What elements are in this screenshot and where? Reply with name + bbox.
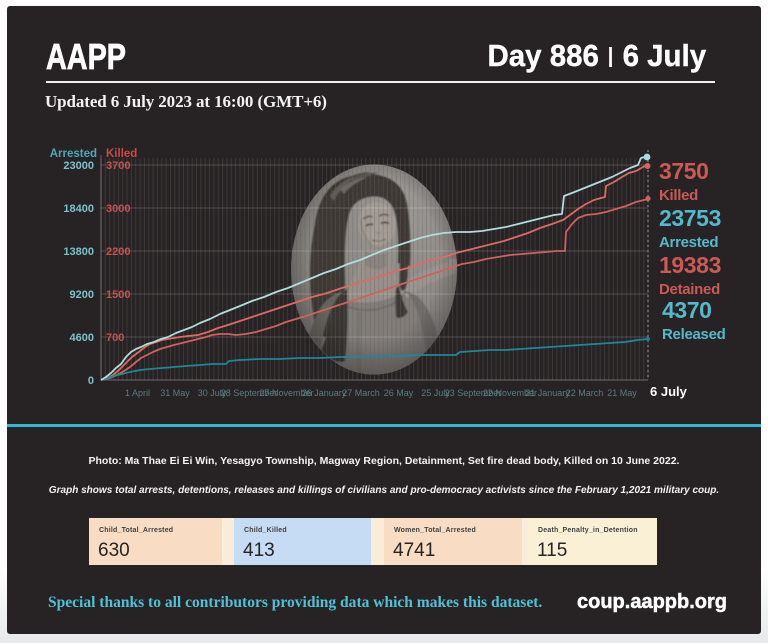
- svg-text:4600: 4600: [70, 332, 94, 344]
- svg-text:26 May: 26 May: [384, 388, 414, 398]
- svg-text:31 May: 31 May: [160, 388, 190, 398]
- svg-text:3700: 3700: [106, 160, 130, 172]
- svg-text:Arrested: Arrested: [50, 148, 97, 160]
- svg-text:13800: 13800: [63, 246, 94, 258]
- svg-text:18400: 18400: [63, 203, 94, 215]
- svg-text:700: 700: [106, 332, 124, 344]
- svg-text:21 May: 21 May: [607, 388, 637, 398]
- svg-text:28 September: 28 September: [221, 388, 278, 398]
- svg-text:2200: 2200: [106, 246, 130, 258]
- svg-text:1 April: 1 April: [125, 388, 150, 398]
- svg-text:30 July: 30 July: [198, 388, 227, 398]
- svg-text:23 September: 23 September: [445, 388, 502, 398]
- svg-text:25 July: 25 July: [421, 388, 450, 398]
- svg-text:0: 0: [88, 375, 94, 387]
- svg-text:Killed: Killed: [106, 148, 137, 160]
- svg-text:1500: 1500: [106, 289, 130, 301]
- svg-text:22 March: 22 March: [566, 388, 604, 398]
- svg-text:26 January: 26 January: [302, 388, 347, 398]
- svg-text:27 November: 27 November: [259, 388, 313, 398]
- svg-text:23000: 23000: [63, 160, 94, 172]
- svg-text:9200: 9200: [70, 289, 94, 301]
- svg-text:22 November: 22 November: [483, 388, 537, 398]
- svg-text:27 March: 27 March: [342, 388, 380, 398]
- svg-text:21 January: 21 January: [525, 388, 570, 398]
- svg-text:3000: 3000: [106, 203, 130, 215]
